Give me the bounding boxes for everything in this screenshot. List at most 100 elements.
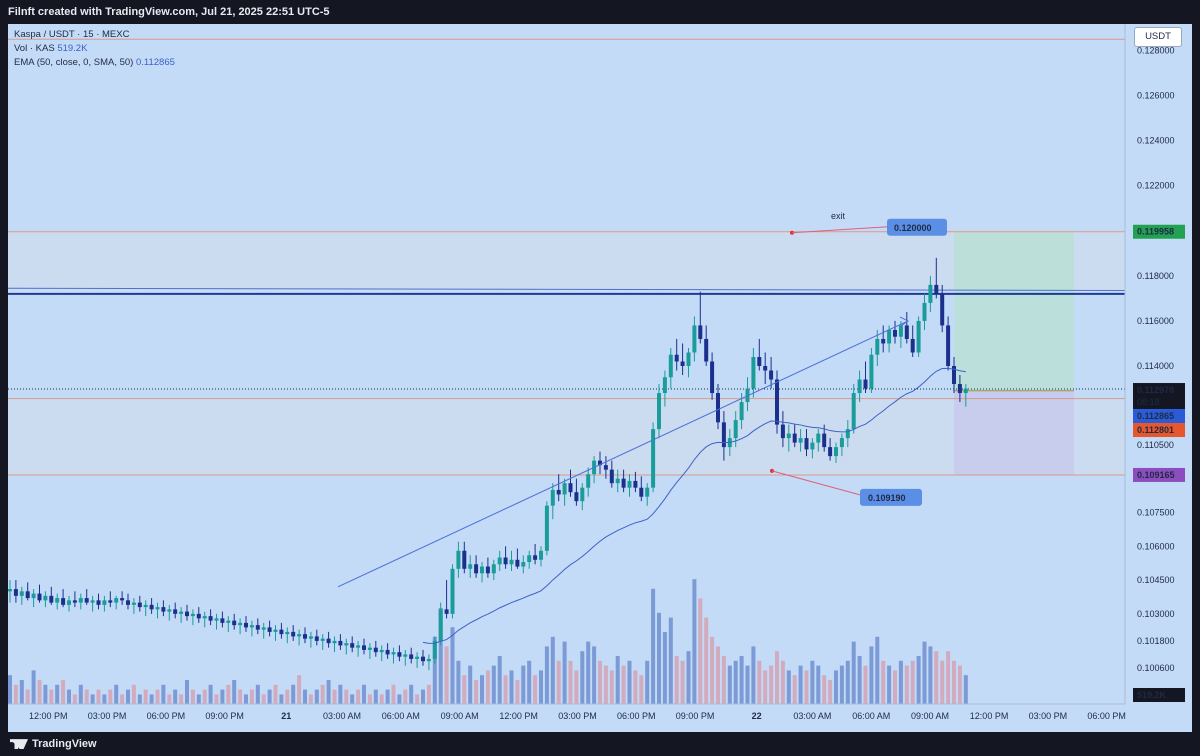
candle-body[interactable] [72, 600, 77, 603]
price-tag[interactable] [1133, 224, 1185, 239]
ema-line[interactable]: EMA (50, close, 0, SMA, 50) 0.112865 [14, 56, 175, 70]
candle-body[interactable] [338, 640, 343, 646]
candle-body[interactable] [314, 636, 319, 641]
candle-body[interactable] [485, 566, 490, 574]
candle-body[interactable] [527, 555, 532, 563]
candle-body[interactable] [350, 643, 355, 648]
candle-body[interactable] [952, 366, 956, 385]
candle-body[interactable] [580, 487, 585, 502]
candle-body[interactable] [751, 356, 756, 389]
candle-body[interactable] [179, 611, 184, 614]
candle-body[interactable] [710, 361, 715, 394]
candle-body[interactable] [308, 636, 313, 639]
currency-button[interactable]: USDT [1134, 27, 1182, 47]
candle-body[interactable] [403, 654, 408, 657]
stop-box[interactable] [954, 390, 1074, 475]
candle-body[interactable] [491, 564, 496, 574]
candle-body[interactable] [261, 627, 266, 630]
candle-body[interactable] [397, 652, 402, 657]
candle-body[interactable] [804, 438, 809, 450]
candle-body[interactable] [521, 562, 526, 567]
candle-body[interactable] [232, 620, 237, 626]
candle-body[interactable] [775, 379, 779, 425]
candle-body[interactable] [426, 658, 431, 662]
candle-body[interactable] [544, 505, 549, 551]
candle-body[interactable] [509, 559, 514, 565]
stop-callout-box[interactable] [860, 488, 922, 506]
candle-body[interactable] [928, 284, 933, 303]
candle-body[interactable] [769, 370, 774, 380]
candle-body[interactable] [940, 293, 945, 326]
candle-body[interactable] [444, 609, 449, 614]
chart-area[interactable]: exit 0.120000 0.109190 0.128000 0.126000 0.12… [8, 24, 1192, 732]
candle-body[interactable] [450, 568, 455, 614]
candle-body[interactable] [733, 420, 738, 439]
price-tag[interactable] [1133, 383, 1185, 410]
candle-body[interactable] [627, 480, 632, 488]
candle-body[interactable] [244, 622, 248, 628]
candle-body[interactable] [763, 366, 768, 371]
candle-body[interactable] [609, 469, 614, 484]
candle-body[interactable] [385, 649, 390, 655]
candle-body[interactable] [25, 591, 30, 599]
candle-body[interactable] [190, 613, 195, 617]
candle-body[interactable] [267, 627, 272, 632]
resistance-trendline[interactable] [8, 287, 1126, 292]
candle-body[interactable] [149, 604, 154, 610]
candle-body[interactable] [13, 589, 18, 596]
candle-body[interactable] [391, 652, 396, 655]
candle-body[interactable] [698, 325, 703, 339]
price-tag[interactable] [1133, 409, 1185, 424]
candle-body[interactable] [562, 483, 567, 495]
candle-body[interactable] [704, 338, 709, 362]
candle-body[interactable] [31, 593, 36, 599]
candle-body[interactable] [202, 616, 207, 619]
candle-body[interactable] [155, 607, 160, 610]
candle-body[interactable] [574, 492, 579, 502]
candle-body[interactable] [692, 325, 697, 353]
candle-body[interactable] [285, 631, 290, 635]
price-tag[interactable] [1133, 688, 1185, 702]
candle-body[interactable] [185, 611, 189, 617]
volume-line[interactable]: Vol · KAS 519.2K [14, 42, 175, 56]
candle-body[interactable] [96, 600, 101, 605]
candle-body[interactable] [780, 424, 785, 439]
candle-body[interactable] [816, 433, 821, 443]
candle-body[interactable] [126, 600, 130, 605]
candle-body[interactable] [898, 325, 903, 337]
time-axis[interactable] [8, 704, 1192, 732]
candle-body[interactable] [680, 361, 685, 366]
candle-body[interactable] [946, 325, 951, 366]
candle-body[interactable] [291, 631, 296, 637]
candle-body[interactable] [792, 433, 797, 443]
candle-body[interactable] [19, 591, 24, 596]
candle-body[interactable] [114, 598, 119, 603]
candle-body[interactable] [857, 379, 862, 394]
candle-body[interactable] [904, 325, 909, 339]
target-box[interactable] [954, 231, 1074, 391]
candle-body[interactable] [839, 438, 844, 448]
candle-body[interactable] [934, 284, 939, 294]
candlestick-chart[interactable]: exit 0.120000 0.109190 0.128000 0.126000 0.12… [8, 24, 1192, 732]
candle-body[interactable] [173, 609, 178, 614]
candle-body[interactable] [61, 598, 66, 605]
price-axis[interactable] [1125, 24, 1192, 732]
candle-body[interactable] [845, 429, 850, 439]
candle-body[interactable] [716, 393, 720, 423]
candle-body[interactable] [273, 629, 278, 632]
candle-body[interactable] [922, 302, 927, 321]
candle-body[interactable] [480, 566, 484, 574]
candle-body[interactable] [568, 483, 573, 493]
candle-body[interactable] [645, 487, 650, 497]
candle-body[interactable] [828, 447, 833, 457]
candle-body[interactable] [220, 618, 225, 623]
candle-body[interactable] [550, 489, 555, 506]
candle-body[interactable] [869, 354, 874, 389]
candle-body[interactable] [863, 379, 868, 389]
candle-body[interactable] [37, 593, 42, 601]
candle-body[interactable] [633, 480, 638, 488]
candle-body[interactable] [409, 654, 414, 659]
candle-body[interactable] [598, 460, 602, 466]
candle-body[interactable] [651, 429, 656, 488]
candle-body[interactable] [344, 643, 349, 646]
